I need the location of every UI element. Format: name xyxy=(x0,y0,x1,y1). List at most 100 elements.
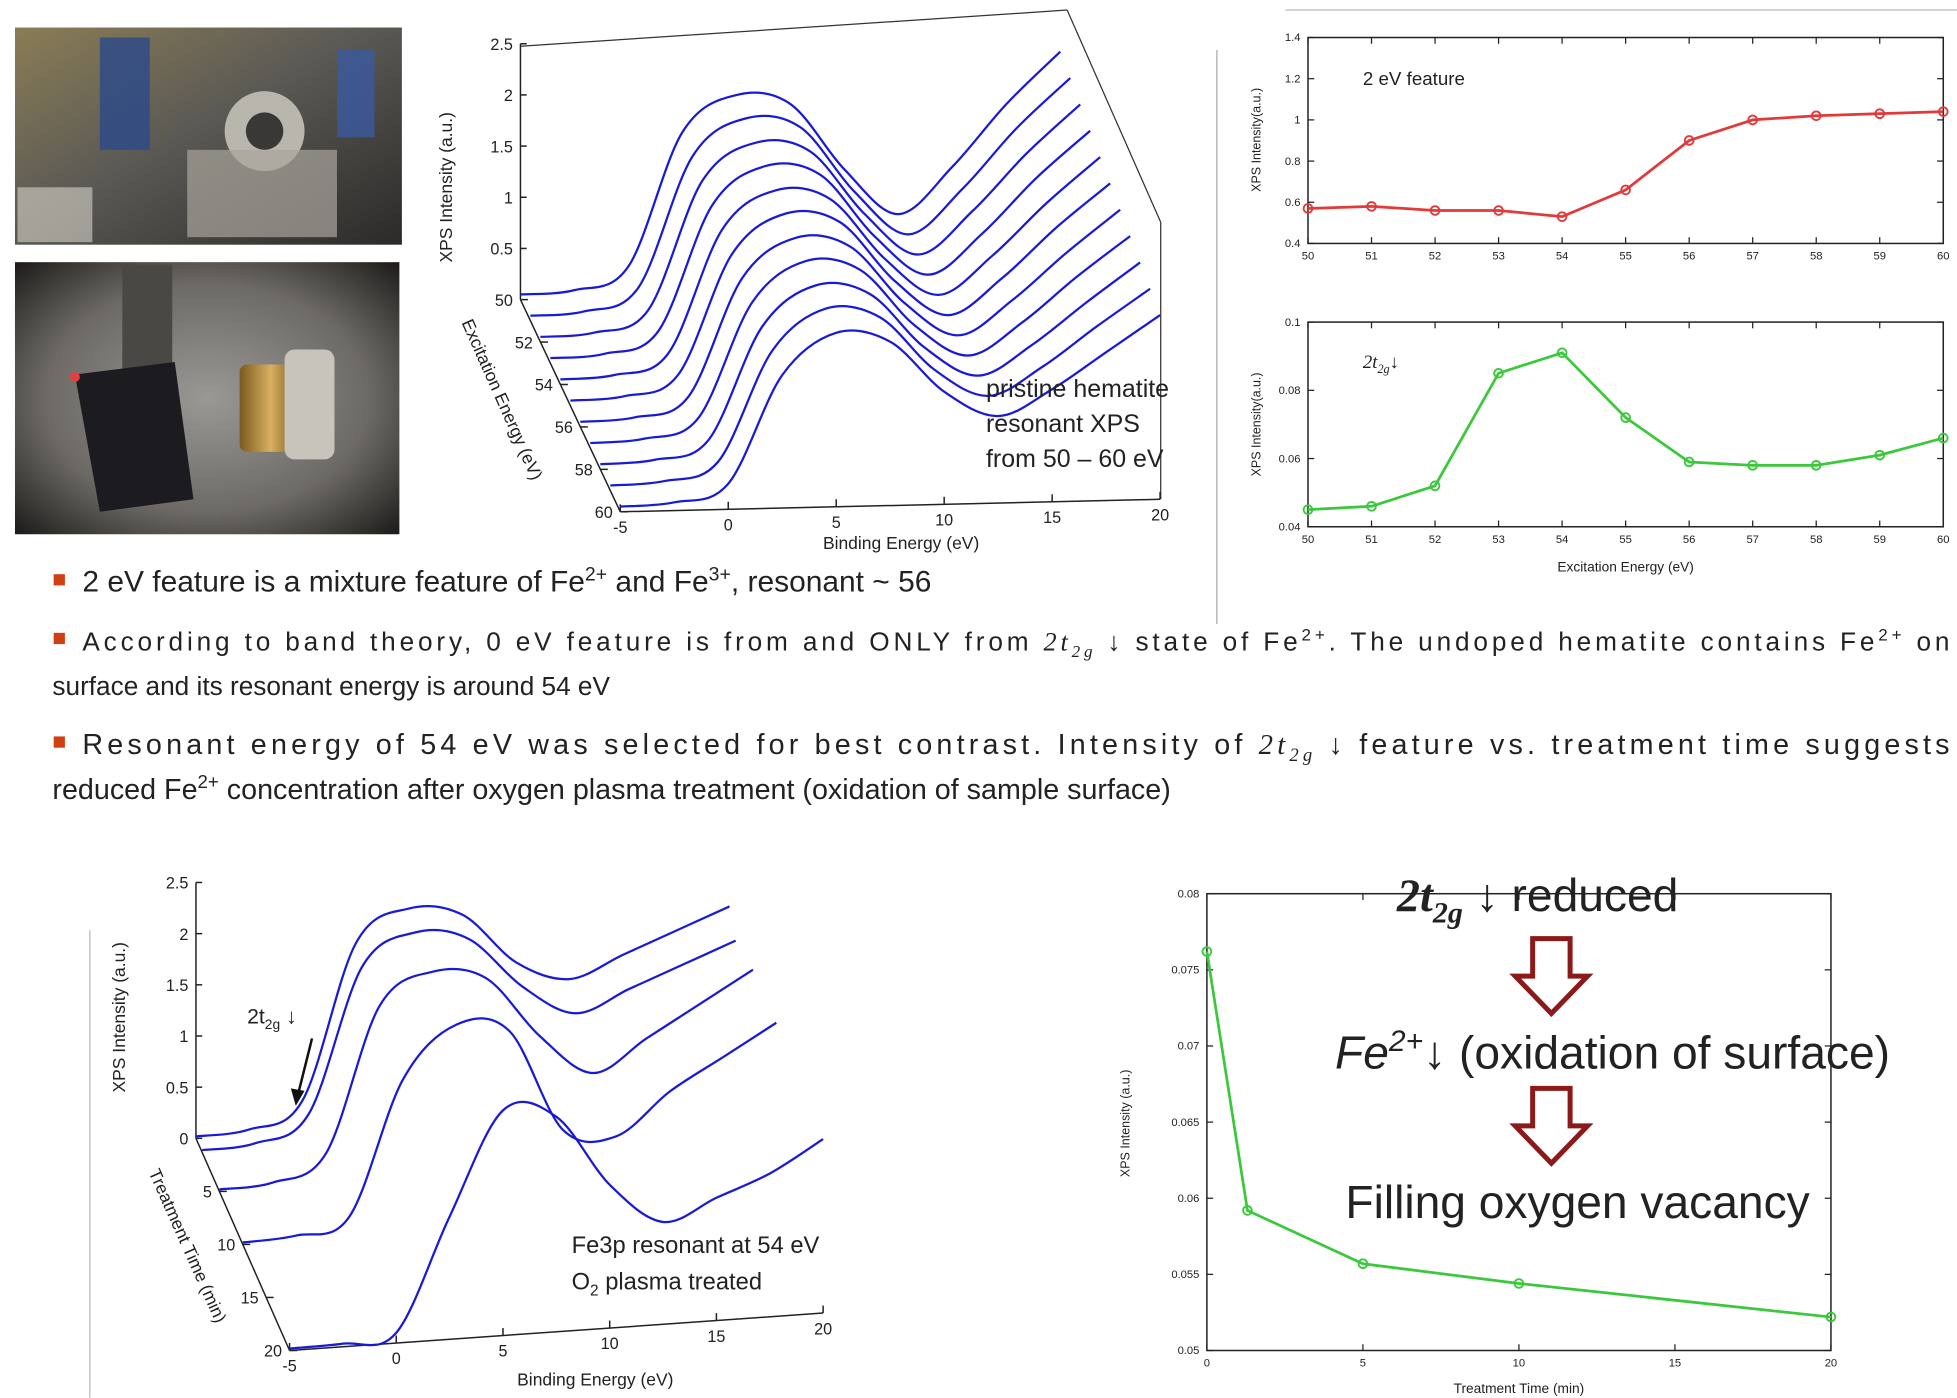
photo-sample xyxy=(15,262,399,534)
annotation: 2 eV feature xyxy=(1363,68,1465,89)
text-run: O xyxy=(572,1269,590,1295)
z-tick-label: 1.5 xyxy=(166,977,189,995)
depth-tick-label: 15 xyxy=(241,1290,259,1308)
y-tick-label: 0.08 xyxy=(1279,385,1301,397)
x-tick-label: 51 xyxy=(1365,251,1377,263)
annotation: pristine hematite xyxy=(986,375,1169,403)
x-tick-label: 60 xyxy=(1937,534,1949,546)
x-axis-label: Treatment Time (min) xyxy=(1454,1381,1585,1396)
bullet-text: According to band theory, 0 eV feature i… xyxy=(82,625,1949,661)
text-run: on xyxy=(1905,626,1949,656)
x-tick-label: 20 xyxy=(1825,1358,1837,1370)
z-tick-label: 0.5 xyxy=(490,241,513,259)
depth-tick-label: 52 xyxy=(515,334,533,352)
text-run: 2g xyxy=(1289,745,1312,766)
depth-tick-label: 50 xyxy=(495,292,513,310)
bullet-marker xyxy=(54,633,65,644)
text-run: 2 eV feature is a mixture feature of Fe xyxy=(82,566,585,599)
text-run: 2t xyxy=(1396,870,1434,921)
bullet-marker xyxy=(54,574,65,585)
depth-tick-label: 20 xyxy=(264,1343,282,1361)
y-tick-label: 0.05 xyxy=(1178,1345,1200,1357)
text-run: and Fe xyxy=(607,566,709,599)
text-run: 2t xyxy=(1044,627,1069,656)
text-run: 3+ xyxy=(709,563,731,585)
text-run: ↓ feature vs. treatment time suggests xyxy=(1316,729,1949,761)
y-axis-label: XPS Intensity (a.u.) xyxy=(1119,1070,1133,1177)
x-tick-label: 10 xyxy=(601,1335,619,1353)
x-tick-label: 0 xyxy=(392,1350,401,1368)
bullet-marker xyxy=(54,736,65,747)
text-run: ↓ reduced xyxy=(1463,869,1679,921)
text-run: . The undoped hematite contains Fe xyxy=(1329,626,1875,656)
annotation: 2t2g↓ xyxy=(1363,351,1399,376)
spectrum-line xyxy=(520,52,1060,295)
text-run: Filling oxygen vacancy xyxy=(1345,1176,1809,1228)
text-run: 2+ xyxy=(585,563,607,585)
z-tick-label: 1.5 xyxy=(490,138,513,156)
z-axis-label: XPS Intensity (a.u.) xyxy=(109,942,129,1093)
y-tick-label: 0.055 xyxy=(1171,1269,1199,1281)
text-run: ↓ xyxy=(1390,351,1399,372)
z-tick-label: 2.5 xyxy=(166,875,189,893)
bullet-text: reduced Fe2+ concentration after oxygen … xyxy=(52,771,1170,806)
text-run: concentration after oxygen plasma treatm… xyxy=(219,774,1171,806)
y-tick-label: 0.1 xyxy=(1285,317,1301,329)
x-tick-label: 55 xyxy=(1619,251,1631,263)
text-run: According to band theory, 0 eV feature i… xyxy=(82,626,1039,656)
y-tick-label: 1 xyxy=(1294,115,1300,127)
x-tick-label: 50 xyxy=(1302,534,1314,546)
x-tick-label: 10 xyxy=(935,512,953,530)
x-tick-label: 52 xyxy=(1429,534,1441,546)
z-tick-label: 2.5 xyxy=(490,36,513,54)
x-tick-label: 53 xyxy=(1492,251,1504,263)
x-tick-label: 5 xyxy=(498,1343,507,1361)
photo-chamber xyxy=(15,28,402,245)
x-axis-label: Binding Energy (eV) xyxy=(517,1369,673,1389)
text-run: 2g xyxy=(1072,642,1093,661)
spectrum-line xyxy=(290,1102,824,1349)
depth-tick-label: 60 xyxy=(595,504,613,522)
x-tick-label: 15 xyxy=(1043,509,1061,527)
pointer-label: 2t2g ↓ xyxy=(247,1006,297,1032)
x-tick-label: 5 xyxy=(1360,1358,1366,1370)
depth-tick-label: 5 xyxy=(203,1184,212,1202)
y-axis-label: XPS Intensity(a.u.) xyxy=(1250,88,1264,192)
text-run: 2+ xyxy=(1878,625,1901,644)
text-run: 2g xyxy=(1377,362,1389,376)
x-tick-label: 20 xyxy=(814,1320,832,1338)
x-axis-label: Excitation Energy (eV) xyxy=(1557,560,1693,575)
data-line xyxy=(1308,112,1943,217)
x-tick-label: 0 xyxy=(1204,1358,1210,1370)
z-tick-label: 0 xyxy=(179,1131,188,1149)
text-run: , resonant ~ 56 xyxy=(731,566,932,599)
x-tick-label: 58 xyxy=(1810,534,1822,546)
y-tick-label: 0.06 xyxy=(1178,1193,1200,1205)
x-tick-label: 59 xyxy=(1874,534,1886,546)
text-run: 2 xyxy=(590,1282,599,1299)
text-run: 2g xyxy=(1432,897,1463,930)
bullet-text: Resonant energy of 54 eV was selected fo… xyxy=(82,729,1949,766)
y-tick-label: 0.4 xyxy=(1285,238,1301,250)
text-run: 2+ xyxy=(198,771,219,792)
text-run: Fe xyxy=(1335,1026,1389,1078)
plot-frame xyxy=(1207,894,1831,1351)
text-run: 2g xyxy=(265,1017,280,1032)
x-axis-label: Binding Energy (eV) xyxy=(823,533,979,553)
y-tick-label: 1.2 xyxy=(1285,73,1301,85)
text-run: 2t xyxy=(1259,729,1287,761)
text-run: 2+ xyxy=(1302,625,1325,644)
y-axis-label: XPS Intensity(a.u.) xyxy=(1250,372,1264,476)
text-run: reduced Fe xyxy=(52,774,197,806)
depth-tick-label: 56 xyxy=(555,419,573,437)
x-axis xyxy=(620,499,1160,511)
x-tick-label: 20 xyxy=(1151,507,1169,525)
y-tick-label: 0.8 xyxy=(1285,156,1301,168)
y-tick-label: 0.07 xyxy=(1178,1041,1200,1053)
x-tick-label: 54 xyxy=(1556,534,1568,546)
bullet-text: surface and its resonant energy is aroun… xyxy=(52,671,610,701)
annotation: resonant XPS xyxy=(986,410,1140,438)
spectrum-line xyxy=(540,104,1080,337)
text-run: resonant XPS xyxy=(986,410,1140,438)
x-tick-label: 59 xyxy=(1874,251,1886,263)
